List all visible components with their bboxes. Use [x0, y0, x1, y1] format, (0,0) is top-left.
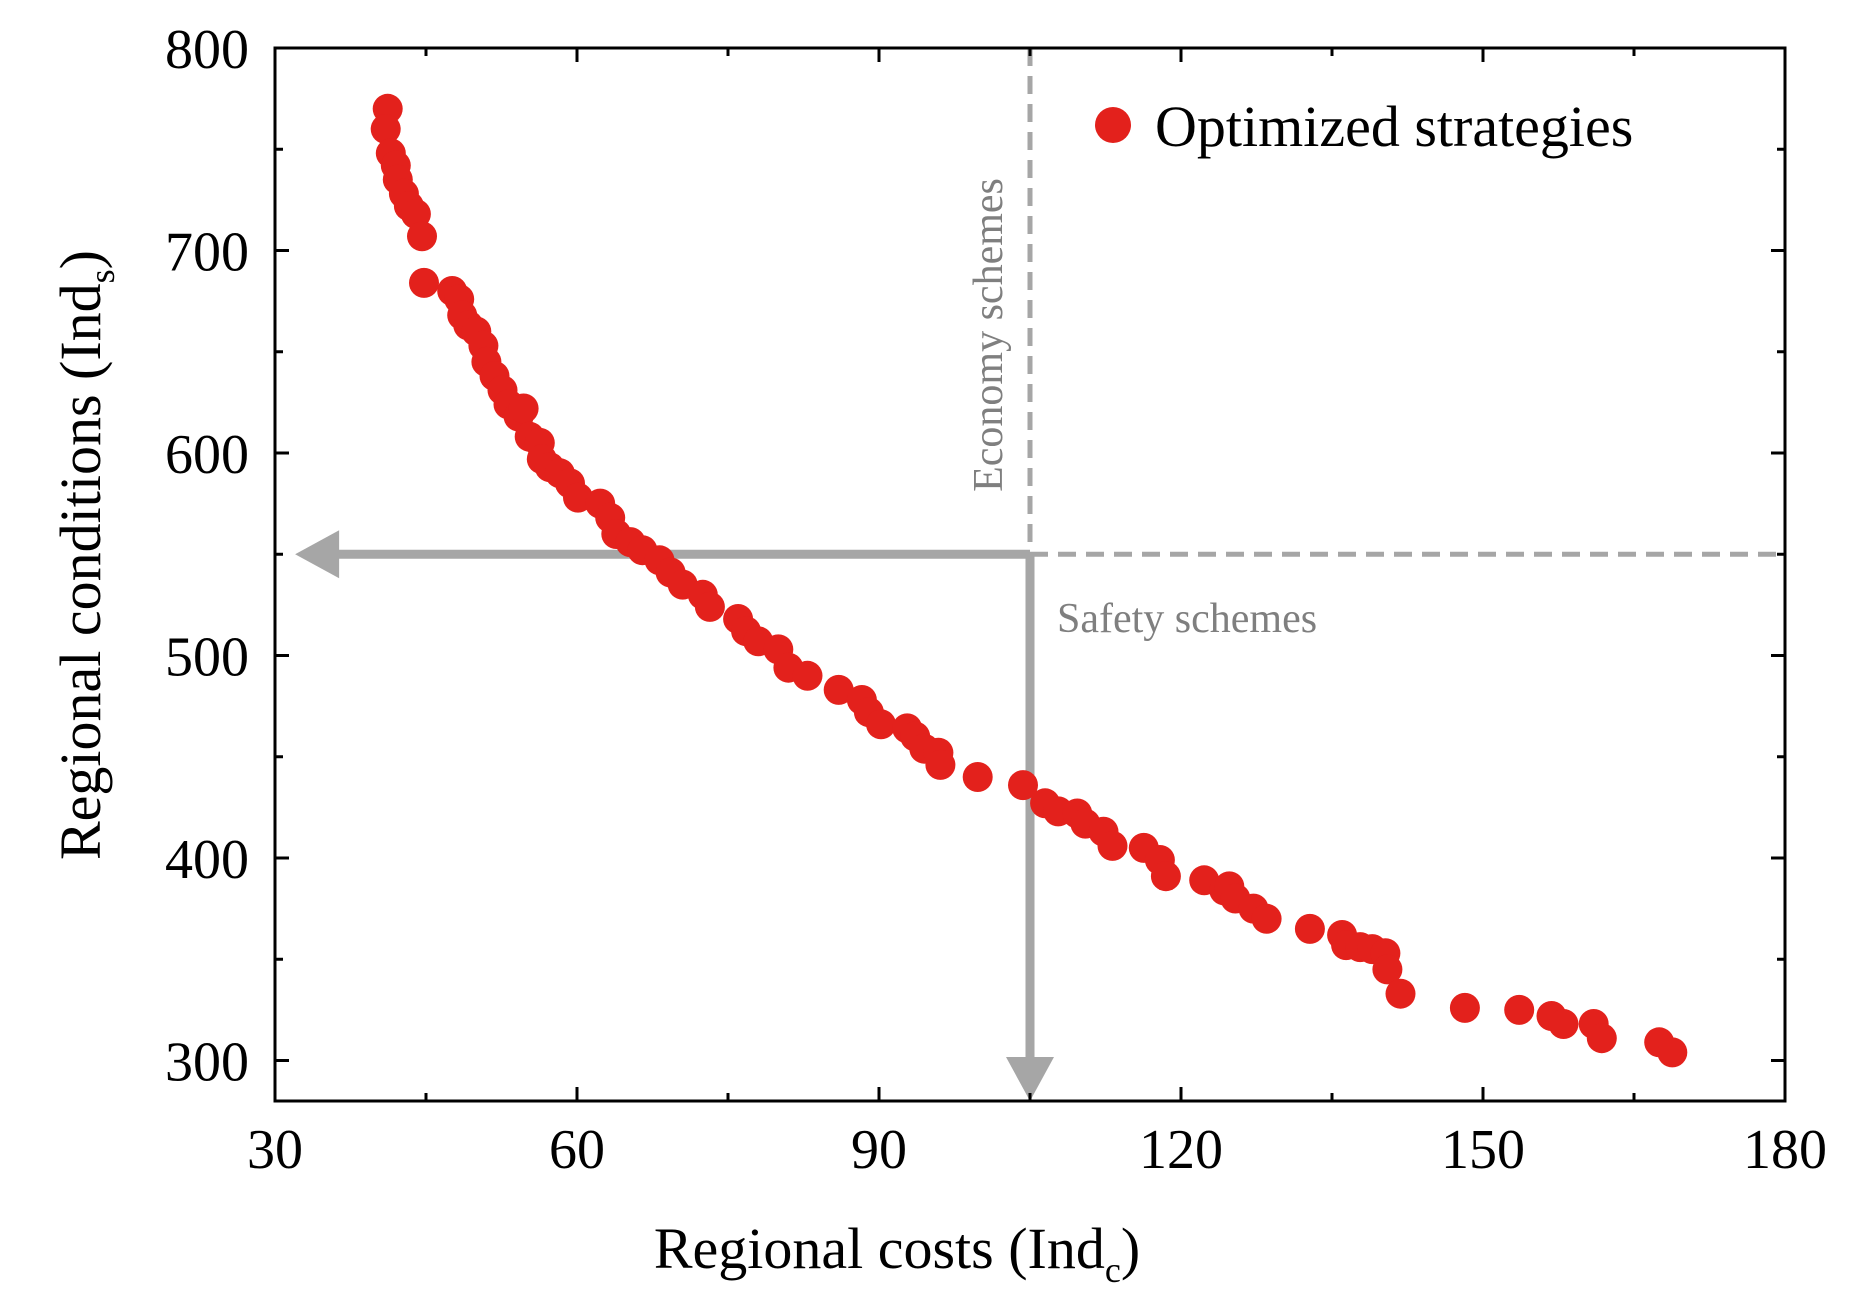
data-point: [823, 674, 854, 705]
x-tick-label: 120: [1139, 1119, 1223, 1181]
legend: Optimized strategies: [1095, 94, 1633, 159]
y-axis-label-close: ): [48, 250, 113, 269]
data-point: [1008, 770, 1038, 801]
data-point: [1548, 1009, 1579, 1039]
data-point: [962, 762, 993, 792]
y-tick-label: 300: [165, 1032, 249, 1094]
safety-schemes-label: Safety schemes: [1057, 596, 1317, 642]
x-axis-label: Regional costs (Indc): [654, 1216, 1140, 1290]
data-point: [1150, 861, 1181, 892]
data-point: [407, 221, 437, 252]
x-tick-label: 180: [1743, 1119, 1827, 1181]
economy-schemes-label: Economy schemes: [966, 178, 1012, 492]
data-point: [1449, 992, 1480, 1023]
legend-marker: [1095, 107, 1131, 143]
data-point: [866, 709, 896, 740]
x-tick-label: 60: [549, 1119, 605, 1181]
y-tick-label: 500: [165, 627, 249, 689]
x-axis-label-main: Regional costs (Ind: [654, 1216, 1105, 1281]
y-axis-label-subscript: s: [82, 269, 122, 283]
y-axis-label-main: Regional conditions (Ind: [48, 283, 113, 860]
arrow-left-head: [295, 530, 340, 579]
data-point: [508, 393, 539, 424]
data-point: [1504, 994, 1535, 1025]
x-axis-label-close: ): [1121, 1216, 1140, 1281]
arrow-down-head: [1006, 1057, 1054, 1101]
data-point: [1385, 978, 1416, 1009]
data-point: [1372, 954, 1403, 985]
y-tick-label: 400: [165, 829, 249, 891]
axes: 30 60 90 120 150 180 300 400 500 600 700 800: [165, 19, 1827, 1181]
data-point: [1586, 1023, 1617, 1054]
data-point: [1657, 1037, 1688, 1068]
y-tick-label: 700: [165, 222, 249, 284]
data-point: [1294, 913, 1325, 944]
data-point: [1251, 903, 1282, 934]
y-axis-label: Regional conditions (Inds): [48, 250, 122, 860]
data-point: [1097, 830, 1128, 861]
x-tick-label: 90: [851, 1119, 907, 1181]
y-tick-label: 800: [165, 19, 249, 81]
annotation-layer: [295, 48, 1785, 1101]
y-tick-label: 600: [165, 424, 249, 486]
x-tick-label: 30: [247, 1119, 303, 1181]
legend-label: Optimized strategies: [1155, 94, 1633, 159]
data-point: [925, 749, 956, 780]
data-points: [370, 93, 1688, 1068]
x-axis-label-subscript: c: [1105, 1250, 1121, 1290]
data-point: [409, 267, 439, 298]
x-tick-label: 150: [1441, 1119, 1525, 1181]
data-point: [792, 660, 823, 691]
data-point: [370, 114, 401, 144]
data-point: [694, 591, 725, 622]
